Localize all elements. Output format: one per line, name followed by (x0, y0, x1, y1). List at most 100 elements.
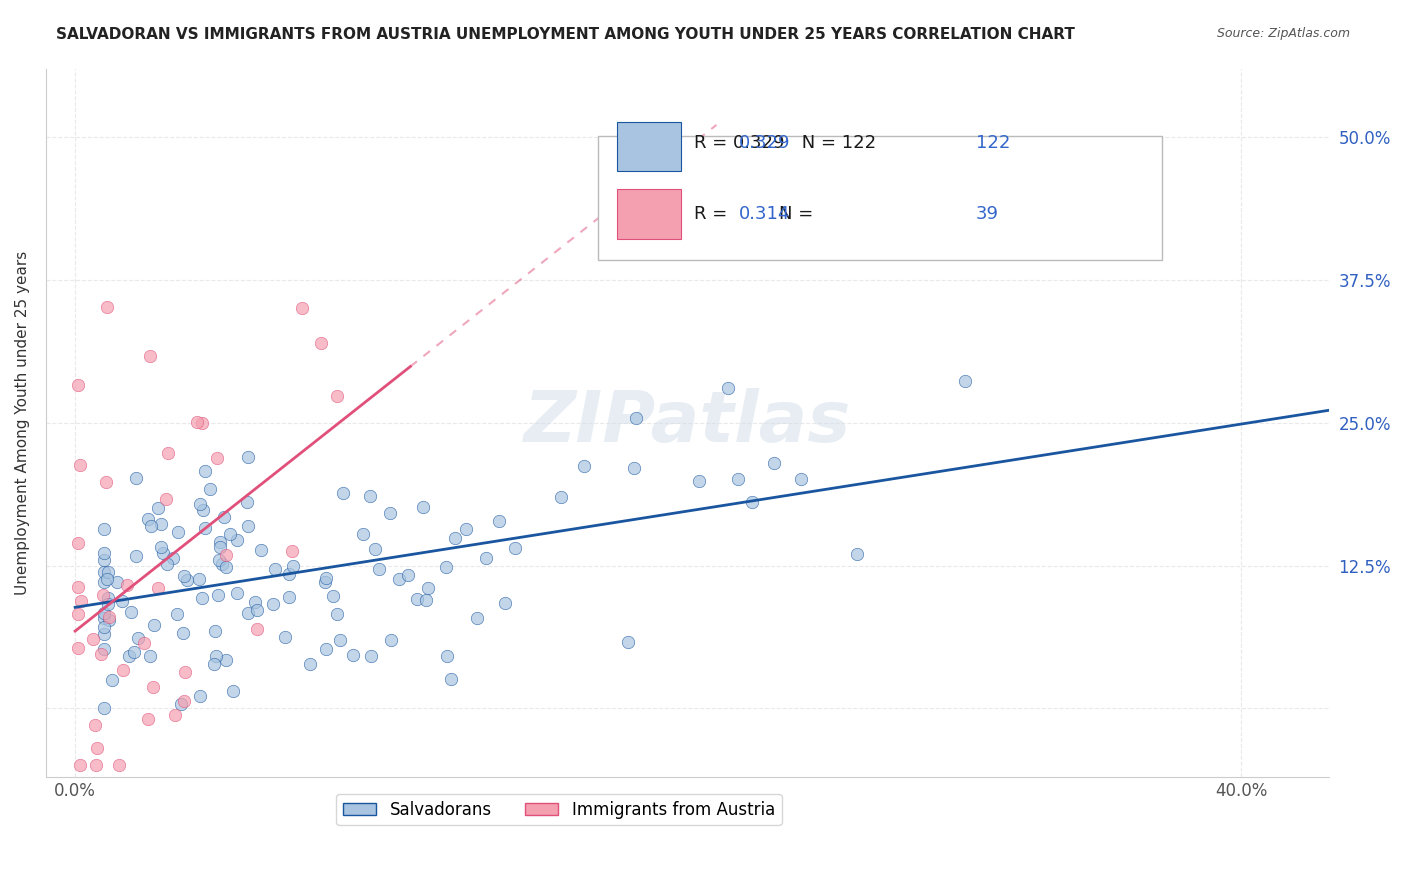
Point (191, 503, 214, 517)
Point (172, 626, 194, 640)
Point (209, 534, 232, 549)
Legend: Salvadorans, Immigrants from Austria: Salvadorans, Immigrants from Austria (336, 794, 782, 825)
Point (67, 580, 90, 594)
Point (142, 680, 165, 694)
Point (291, 301, 314, 315)
Point (212, 509, 235, 524)
Point (97, 591, 120, 606)
Point (388, 572, 411, 586)
Point (93, 607, 115, 621)
Point (309, 336, 332, 351)
Point (67, 378, 90, 392)
Point (155, 491, 177, 506)
Point (139, 519, 162, 533)
Point (105, 574, 128, 589)
FancyBboxPatch shape (598, 136, 1161, 260)
Text: 0.329: 0.329 (738, 134, 790, 152)
Point (454, 522, 477, 536)
Point (97, 598, 120, 612)
Point (209, 540, 232, 554)
Point (157, 446, 180, 460)
Point (207, 588, 229, 602)
Y-axis label: Unemployment Among Youth under 25 years: Unemployment Among Youth under 25 years (15, 251, 30, 595)
Point (342, 648, 364, 663)
Point (139, 648, 162, 663)
Point (475, 551, 498, 566)
Point (215, 560, 238, 574)
Point (380, 633, 402, 648)
Point (93, 627, 115, 641)
Point (166, 607, 188, 622)
Point (225, 533, 247, 547)
Text: SALVADORAN VS IMMIGRANTS FROM AUSTRIA UNEMPLOYMENT AMONG YOUTH UNDER 25 YEARS CO: SALVADORAN VS IMMIGRANTS FROM AUSTRIA UN… (56, 27, 1076, 42)
Point (111, 663, 134, 677)
Point (219, 527, 242, 541)
Point (101, 673, 124, 688)
Point (173, 665, 195, 679)
Point (97, 566, 120, 580)
Point (418, 582, 440, 596)
Point (67, 536, 90, 550)
Point (115, 577, 138, 591)
Point (624, 411, 647, 425)
Point (70, 594, 93, 608)
Point (136, 512, 159, 526)
Point (173, 568, 195, 582)
Point (273, 630, 295, 644)
Text: 39: 39 (976, 205, 998, 223)
Point (763, 456, 786, 470)
Point (465, 611, 488, 625)
Point (953, 375, 976, 389)
Point (380, 506, 402, 520)
Point (444, 531, 467, 545)
Point (329, 633, 352, 648)
Point (176, 573, 198, 587)
Point (360, 648, 382, 663)
Point (215, 548, 238, 562)
Point (191, 416, 214, 430)
Point (263, 562, 285, 576)
Point (170, 697, 193, 711)
Point (245, 594, 267, 608)
Point (236, 606, 259, 620)
Point (93, 546, 115, 560)
Point (434, 559, 457, 574)
Text: R = 0.329   N = 122: R = 0.329 N = 122 (693, 134, 876, 152)
Point (82, 632, 104, 646)
Point (488, 514, 510, 528)
Point (150, 516, 173, 531)
Point (211, 557, 233, 571)
Point (398, 567, 420, 582)
Point (69, 458, 91, 472)
Point (359, 489, 381, 503)
Point (281, 544, 304, 558)
Point (315, 571, 337, 585)
Point (204, 648, 226, 663)
Point (93, 553, 115, 567)
Point (215, 653, 238, 667)
Point (717, 381, 740, 395)
Point (332, 485, 354, 500)
Point (278, 566, 301, 581)
Point (143, 618, 166, 632)
Point (86, 740, 108, 755)
Point (96, 300, 118, 314)
FancyBboxPatch shape (617, 121, 681, 171)
Point (221, 683, 243, 698)
Point (727, 472, 749, 486)
Point (298, 657, 321, 672)
Point (125, 549, 148, 564)
Point (790, 472, 813, 486)
Point (152, 545, 174, 559)
Point (238, 450, 260, 464)
Point (616, 635, 638, 649)
Point (405, 591, 427, 606)
Point (155, 558, 177, 572)
Point (494, 596, 516, 610)
Point (440, 672, 463, 686)
Point (188, 572, 211, 586)
Point (204, 624, 226, 638)
Point (277, 590, 299, 604)
Point (202, 657, 225, 671)
Point (93, 620, 115, 634)
